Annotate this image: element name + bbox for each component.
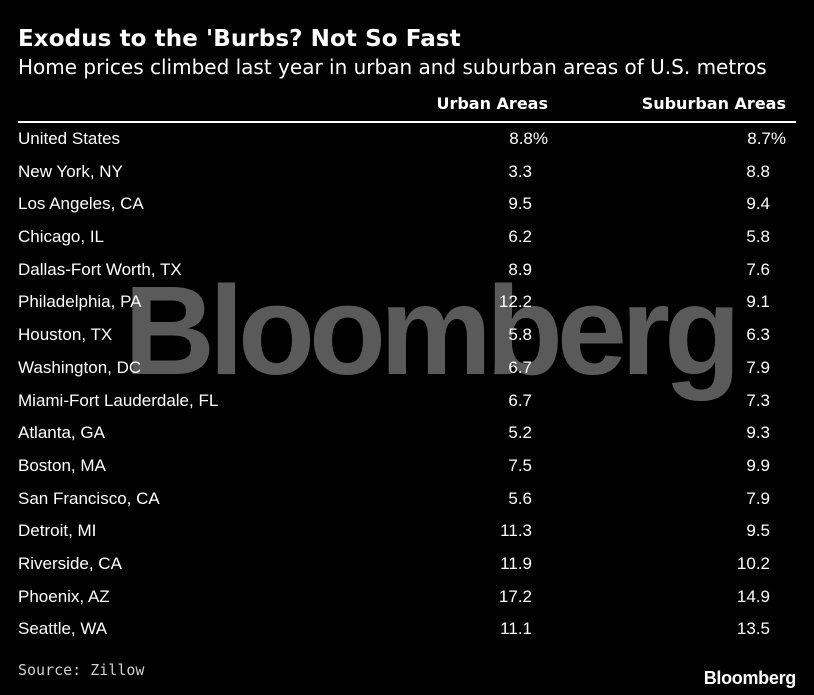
suburban-value: 9.4 (746, 194, 770, 214)
table-row: Dallas-Fort Worth, TX 8.9 7.6 (0, 254, 814, 287)
urban-value: 8.8% (509, 129, 548, 148)
table-row: Riverside, CA 11.9 10.2 (0, 548, 814, 581)
urban-value: 9.5 (508, 194, 532, 214)
suburban-value: 7.3 (746, 390, 770, 410)
table-row: Atlanta, GA 5.2 9.3 (0, 417, 814, 450)
row-name: Dallas-Fort Worth, TX (18, 259, 182, 279)
table-row: Phoenix, AZ 17.2 14.9 (0, 581, 814, 614)
suburban-value: 10.2 (736, 553, 770, 573)
urban-value: 6.2 (508, 227, 532, 247)
urban-value: 5.2 (508, 423, 532, 443)
urban-value: 12.2 (498, 292, 532, 312)
chart-subtitle: Home prices climbed last year in urban a… (18, 55, 767, 79)
row-name: San Francisco, CA (18, 488, 160, 508)
suburban-value: 7.9 (746, 357, 770, 377)
urban-value: 11.9 (500, 553, 532, 573)
urban-value: 11.1 (500, 619, 532, 639)
urban-value: 7.5 (508, 455, 532, 475)
urban-value: 6.7 (508, 357, 532, 377)
table-row: Detroit, MI 11.3 9.5 (0, 515, 814, 548)
row-name: Riverside, CA (18, 553, 122, 573)
suburban-value: 8.7% (747, 129, 786, 148)
table-row: Seattle, WA 11.1 13.5 (0, 613, 814, 646)
urban-value: 5.8 (508, 325, 532, 345)
row-name: New York, NY (18, 161, 123, 181)
bloomberg-watermark: Bloomberg (124, 260, 741, 401)
suburban-value: 9.9 (746, 455, 770, 475)
table-row: New York, NY 3.3 8.8 (0, 156, 814, 189)
row-name: Chicago, IL (18, 227, 104, 247)
column-header-suburban: Suburban Areas (641, 94, 786, 113)
row-name: Los Angeles, CA (18, 194, 144, 214)
table-row: Houston, TX 5.8 6.3 (0, 319, 814, 352)
row-name: Phoenix, AZ (18, 586, 110, 606)
urban-value: 6.7 (508, 390, 532, 410)
row-name: Atlanta, GA (18, 423, 105, 443)
table-row: Chicago, IL 6.2 5.8 (0, 221, 814, 254)
suburban-value: 9.3 (746, 423, 770, 443)
suburban-value: 7.9 (746, 488, 770, 508)
table-row: Philadelphia, PA 12.2 9.1 (0, 286, 814, 319)
row-name: Washington, DC (18, 357, 142, 377)
suburban-value: 14.9 (736, 586, 770, 606)
suburban-value: 5.8 (746, 227, 770, 247)
row-name: Houston, TX (18, 325, 113, 345)
row-name: Boston, MA (18, 455, 106, 475)
table-row: United States 8.8% 8.7% (0, 123, 814, 156)
table-row: San Francisco, CA 5.6 7.9 (0, 483, 814, 516)
urban-value: 11.3 (500, 521, 532, 541)
suburban-value: 9.5 (746, 521, 770, 541)
suburban-value: 9.1 (746, 292, 770, 312)
table-row: Miami-Fort Lauderdale, FL 6.7 7.3 (0, 385, 814, 418)
urban-value: 3.3 (508, 161, 532, 181)
column-header-urban: Urban Areas (436, 94, 548, 113)
row-name: Philadelphia, PA (18, 292, 142, 312)
suburban-value: 8.8 (746, 161, 770, 181)
row-name: United States (18, 129, 121, 148)
suburban-value: 7.6 (746, 259, 770, 279)
header-divider (18, 121, 796, 123)
urban-value: 5.6 (508, 488, 532, 508)
table-row: Washington, DC 6.7 7.9 (0, 352, 814, 385)
suburban-value: 13.5 (736, 619, 770, 639)
table-row: Los Angeles, CA 9.5 9.4 (0, 188, 814, 221)
row-name: Detroit, MI (18, 521, 97, 541)
table-row: Boston, MA 7.5 9.9 (0, 450, 814, 483)
source-note: Source: Zillow (18, 661, 145, 679)
table-body: United States 8.8% 8.7% New York, NY 3.3 8.8 L… (0, 123, 814, 646)
urban-value: 17.2 (498, 586, 532, 606)
row-name: Miami-Fort Lauderdale, FL (18, 390, 219, 410)
bloomberg-logo: Bloomberg (703, 668, 797, 688)
row-name: Seattle, WA (18, 619, 108, 639)
chart-title: Exodus to the 'Burbs? Not So Fast (18, 26, 461, 52)
urban-value: 8.9 (508, 259, 532, 279)
suburban-value: 6.3 (746, 325, 770, 345)
